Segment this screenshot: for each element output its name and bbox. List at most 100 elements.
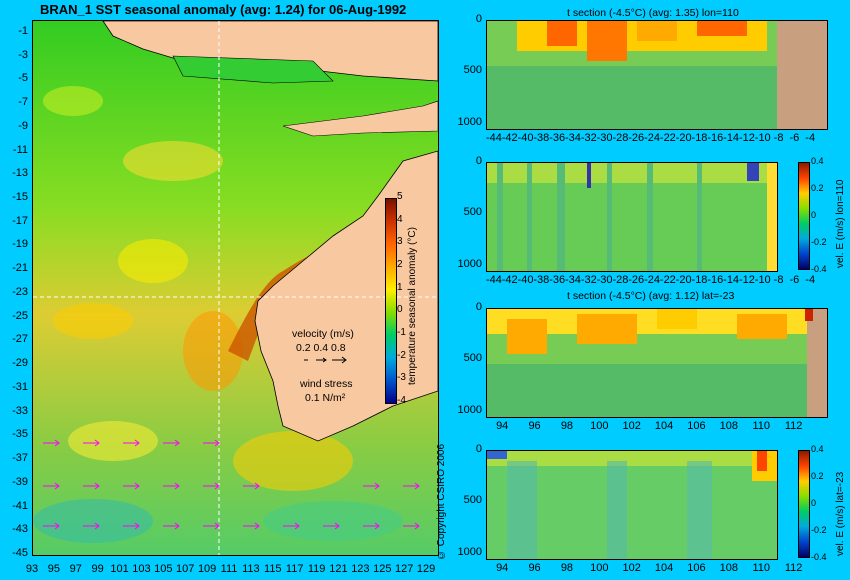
section-y-tick: 0 <box>475 155 482 167</box>
section-x-tick: -42 <box>501 132 518 144</box>
section-x-tick: -42 <box>501 274 518 286</box>
velocity-scale: 0.2 0.4 0.8 <box>296 342 346 354</box>
map-y-tick: -29 <box>12 357 28 370</box>
map-y-tick: -41 <box>12 499 28 512</box>
map-y-tick: -9 <box>18 119 28 132</box>
map-x-tick: 123 <box>351 563 370 575</box>
map-colorbar-tick: -1 <box>397 327 406 338</box>
section-x-tick: -40 <box>517 132 534 144</box>
map-y-tick: -17 <box>12 214 28 227</box>
map-x-tick: 125 <box>373 563 392 575</box>
section-x-tick: -34 <box>565 274 581 286</box>
map-x-tick: 119 <box>307 563 326 575</box>
map-colorbar-tick: 0 <box>397 304 403 316</box>
section-x-tick: 102 <box>622 562 641 574</box>
map-colorbar-tick: -4 <box>397 395 406 406</box>
section-x-tick: 102 <box>622 420 641 432</box>
section-x-tick: -20 <box>675 132 692 144</box>
section-x-tick: -44 <box>485 132 502 144</box>
section-colorbar-tick: 0.2 <box>811 471 824 481</box>
section-y-tick: 500 <box>463 494 482 507</box>
section-colorbar-tick: -0.2 <box>811 237 827 247</box>
map-y-tick: -45 <box>12 547 28 559</box>
section-colorbar-tick: -0.2 <box>811 525 827 535</box>
section-x-tick: -32 <box>580 132 597 144</box>
map-x-tick: 129 <box>416 563 436 575</box>
section-y-tick: 1000 <box>457 545 482 558</box>
section-colorbar-tick: -0.4 <box>811 552 827 562</box>
section-x-tick: -4 <box>805 132 816 144</box>
map-y-tick: -11 <box>12 143 28 156</box>
section-x-tick: -10 <box>754 132 771 144</box>
section-x-tick: -8 <box>773 274 784 286</box>
map-y-tick: -15 <box>12 191 28 203</box>
copyright: © Copyright CSIRO 2006 <box>436 443 447 560</box>
section-x-tick: 106 <box>687 420 706 432</box>
section-x-tick: -26 <box>628 274 645 286</box>
section-x-tick: 104 <box>654 420 674 432</box>
map-y-tick: -39 <box>12 475 28 488</box>
map-y-tick: -33 <box>12 404 28 417</box>
section-x-tick: 98 <box>560 562 574 574</box>
map-colorbar-tick: 3 <box>397 236 403 248</box>
section-x-tick: 96 <box>528 420 541 432</box>
section-x-tick: 94 <box>496 562 509 574</box>
section-x-tick: -8 <box>773 132 784 144</box>
section-x-tick: -34 <box>565 132 581 144</box>
section-x-tick: -30 <box>596 132 613 144</box>
velocity-arrows-icon <box>300 354 348 366</box>
section-x-tick: -24 <box>644 274 660 286</box>
map-x-tick: 117 <box>285 563 304 575</box>
section-x-tick: 94 <box>496 420 509 432</box>
section-x-tick: -38 <box>533 132 550 144</box>
map-y-tick: -3 <box>18 48 28 61</box>
vel-colorbar-1 <box>798 162 810 270</box>
section-x-tick: 100 <box>590 420 609 432</box>
map-colorbar-tick: 2 <box>397 259 403 270</box>
sst-map <box>32 20 439 556</box>
map-y-tick: -19 <box>12 238 28 251</box>
map-x-tick: 93 <box>25 563 39 575</box>
t-section-lat-title: t section (-4.5°C) (avg: 1.12) lat=-23 <box>567 290 735 302</box>
section-y-tick: 1000 <box>457 403 482 416</box>
t-section-lat-23 <box>486 308 828 418</box>
section-y-tick: 0 <box>475 13 482 25</box>
section-x-tick: 110 <box>752 420 770 432</box>
map-y-tick: -27 <box>12 333 28 346</box>
velocity-label: velocity (m/s) <box>292 328 354 340</box>
map-colorbar-tick: -2 <box>397 349 406 361</box>
map-y-tick: -43 <box>12 523 28 536</box>
section-x-tick: -28 <box>612 132 629 144</box>
section-x-tick: -4 <box>805 274 816 286</box>
section-x-tick: 96 <box>528 562 541 574</box>
section-colorbar-tick: 0.2 <box>811 183 824 193</box>
map-x-tick: 95 <box>47 563 61 575</box>
section-x-tick: -36 <box>549 274 566 286</box>
map-x-tick: 109 <box>197 563 217 575</box>
map-y-tick: -21 <box>12 262 28 275</box>
section-x-tick: -6 <box>789 132 800 144</box>
section-y-tick: 1000 <box>457 115 482 128</box>
map-colorbar <box>385 198 397 404</box>
section-x-tick: -14 <box>723 132 740 144</box>
map-x-tick: 115 <box>264 563 282 575</box>
section-y-tick: 0 <box>475 301 482 313</box>
section-x-tick: -14 <box>723 274 740 286</box>
map-x-tick: 105 <box>154 563 173 575</box>
map-x-tick: 113 <box>242 563 260 575</box>
section-x-tick: -44 <box>485 274 502 286</box>
section-colorbar-tick: 0.4 <box>811 156 824 166</box>
section-y-tick: 1000 <box>457 257 482 270</box>
section-x-tick: -32 <box>580 274 597 286</box>
section-y-tick: 500 <box>463 64 482 77</box>
vel-colorbar-1-label: vel. E (m/s) lon=110 <box>835 179 846 268</box>
map-colorbar-tick: -3 <box>397 372 406 384</box>
map-y-tick: -31 <box>12 380 28 393</box>
map-colorbar-tick: 1 <box>397 281 403 293</box>
vel-colorbar-2-label: vel. E (m/s) lat=-23 <box>835 471 846 556</box>
map-y-tick: -1 <box>18 24 28 37</box>
section-x-tick: -22 <box>659 132 676 144</box>
section-x-tick: -30 <box>596 274 613 286</box>
map-y-tick: -37 <box>12 452 28 465</box>
section-x-tick: 108 <box>719 562 739 574</box>
